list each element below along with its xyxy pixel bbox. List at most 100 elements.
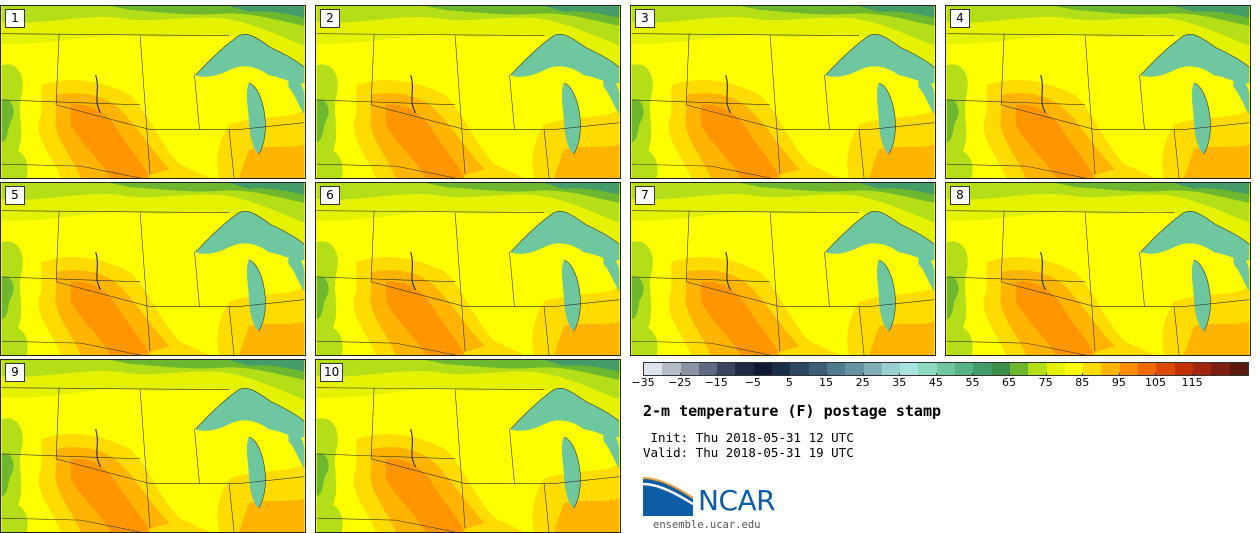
colorbar-segment — [644, 363, 663, 375]
forecast-panel: 2 — [315, 5, 621, 179]
member-label: 4 — [950, 9, 970, 28]
colorbar-segment — [1046, 363, 1065, 375]
ncar-logo-icon — [643, 477, 694, 516]
colorbar-segment — [900, 363, 919, 375]
colorbar-segment — [826, 363, 846, 375]
temperature-map — [316, 360, 620, 532]
colorbar-tick-label: −25 — [667, 376, 692, 389]
colorbar-segment — [1101, 363, 1120, 375]
member-label: 10 — [320, 363, 344, 382]
temperature-map — [1, 6, 305, 178]
plot-title: 2-m temperature (F) postage stamp — [643, 402, 942, 420]
colorbar-tickmark — [752, 373, 754, 376]
colorbar-segment — [662, 363, 681, 375]
member-label: 3 — [635, 9, 655, 28]
colorbar-tickmark — [826, 373, 828, 376]
forecast-panel: 10 — [315, 359, 621, 533]
forecast-panel: 7 — [630, 182, 936, 356]
colorbar-tick-label: 115 — [1181, 376, 1203, 389]
colorbar-tick-label: 5 — [785, 376, 793, 389]
ncar-logo-text: NCAR — [698, 484, 776, 517]
colorbar-tickmark — [1118, 373, 1120, 376]
member-label: 7 — [635, 186, 655, 205]
colorbar-tick-label: −35 — [631, 376, 655, 389]
temperature-map — [316, 183, 620, 355]
colorbar-tick-label: 15 — [819, 376, 834, 389]
temperature-map — [631, 6, 935, 178]
colorbar-segment — [1028, 363, 1047, 375]
colorbar-segment — [1138, 363, 1157, 375]
colorbar-segment — [973, 363, 992, 375]
colorbar-segment — [808, 363, 827, 375]
website-label: ensemble.ucar.edu — [653, 519, 761, 531]
colorbar-tickmark — [1009, 373, 1011, 376]
temperature-map — [1, 183, 305, 355]
colorbar-tickmark — [789, 373, 791, 376]
forecast-panel: 8 — [945, 182, 1251, 356]
temperature-map — [946, 6, 1250, 178]
colorbar-tick-label: 25 — [855, 376, 870, 389]
colorbar-tick-label: 85 — [1075, 376, 1090, 389]
forecast-panel: 6 — [315, 182, 621, 356]
colorbar-tickmark — [862, 373, 864, 376]
colorbar-tickmark — [899, 373, 901, 376]
colorbar-segment — [955, 363, 974, 375]
colorbar-segment — [1192, 363, 1212, 375]
member-label: 5 — [5, 186, 25, 205]
colorbar-tick-label: 75 — [1038, 376, 1053, 389]
colorbar-segment — [881, 363, 901, 375]
forecast-panel: 3 — [630, 5, 936, 179]
colorbar-tick-label: 65 — [1002, 376, 1017, 389]
colorbar-tick-label: 55 — [965, 376, 980, 389]
colorbar-tickmark — [679, 373, 681, 376]
colorbar-tickmark — [972, 373, 974, 376]
forecast-panel: 5 — [0, 182, 306, 356]
temperature-map — [1, 360, 305, 532]
member-label: 2 — [320, 9, 340, 28]
colorbar-segment — [936, 363, 956, 375]
colorbar-segment — [698, 363, 718, 375]
colorbar-tickmark — [716, 373, 718, 376]
forecast-panel: 1 — [0, 5, 306, 179]
colorbar-ticks: −35 −25 −15 −5 5 15 25 35 45 55 65 75 85 95 105 115 — [631, 373, 1247, 392]
colorbar-segment — [735, 363, 754, 375]
colorbar-segment — [680, 363, 699, 375]
colorbar-segment — [1174, 363, 1193, 375]
temperature-map — [631, 183, 935, 355]
colorbar-segment — [753, 363, 773, 375]
colorbar-tickmark — [643, 373, 644, 376]
colorbar-tickmark — [1155, 373, 1157, 376]
colorbar-segment — [1229, 363, 1248, 375]
forecast-panel: 9 — [0, 359, 306, 533]
colorbar-segment — [790, 363, 809, 375]
colorbar-segment — [991, 363, 1010, 375]
colorbar-tick-label: 45 — [928, 376, 943, 389]
temperature-map — [946, 183, 1250, 355]
init-time: Init: Thu 2018-05-31 12 UTC — [643, 430, 854, 445]
colorbar-segment — [1083, 363, 1102, 375]
member-label: 9 — [5, 363, 25, 382]
colorbar-segment — [1009, 363, 1029, 375]
valid-time: Valid: Thu 2018-05-31 19 UTC — [643, 445, 854, 460]
colorbar-segment — [1156, 363, 1175, 375]
colorbar-tickmark — [935, 373, 937, 376]
colorbar-tick-label: 35 — [892, 376, 907, 389]
colorbar-segment — [918, 363, 937, 375]
colorbar-tick-label: −5 — [744, 376, 761, 389]
temperature-colorbar — [643, 362, 1249, 376]
colorbar-tick-label: −15 — [704, 376, 728, 389]
forecast-panel: 4 — [945, 5, 1251, 179]
colorbar-segment — [717, 363, 736, 375]
member-label: 6 — [320, 186, 340, 205]
member-label: 1 — [5, 9, 25, 28]
colorbar-segment — [1119, 363, 1139, 375]
colorbar-segment — [1064, 363, 1084, 375]
colorbar-segment — [845, 363, 864, 375]
colorbar-segment — [1211, 363, 1230, 375]
colorbar-tickmark — [1045, 373, 1047, 376]
colorbar-tickmark — [1082, 373, 1084, 376]
member-label: 8 — [950, 186, 970, 205]
colorbar-segment — [772, 363, 791, 375]
colorbar-segment — [863, 363, 882, 375]
colorbar-tick-label: 105 — [1144, 376, 1166, 389]
